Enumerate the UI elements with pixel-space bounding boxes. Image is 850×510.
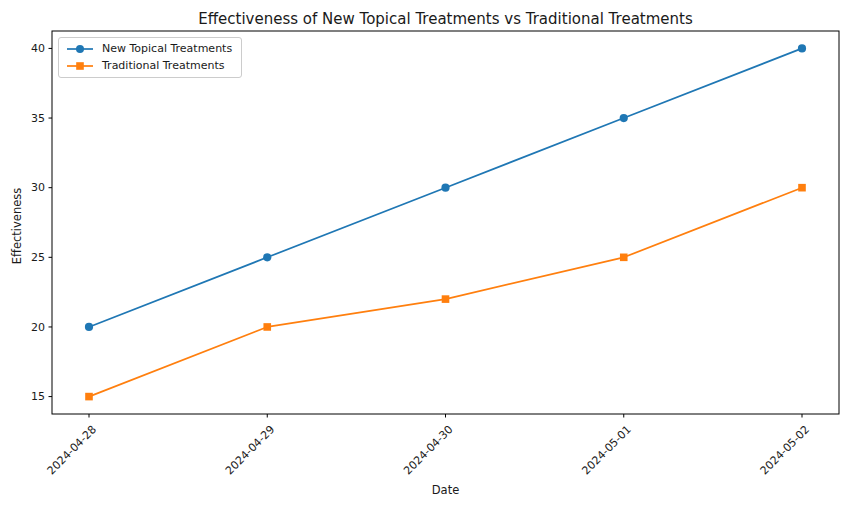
series-line <box>89 188 802 397</box>
axes-frame <box>52 31 839 414</box>
y-tick-label: 15 <box>31 390 45 403</box>
x-tick-label: 2024-04-28 <box>45 423 99 477</box>
y-tick-label: 20 <box>31 321 45 334</box>
data-point-marker <box>85 393 93 401</box>
legend-label: New Topical Treatments <box>102 42 232 56</box>
y-tick-label: 25 <box>31 251 45 264</box>
x-tick-label: 2024-04-30 <box>401 423 455 477</box>
data-point-marker <box>442 295 450 303</box>
data-point-marker <box>620 114 628 122</box>
x-tick-label: 2024-05-02 <box>758 423 812 477</box>
x-tick-label: 2024-05-01 <box>579 423 633 477</box>
y-tick-label: 35 <box>31 112 45 125</box>
legend-item-traditional: Traditional Treatments <box>66 59 232 73</box>
y-tick-label: 30 <box>31 181 45 194</box>
chart-figure: Effectiveness of New Topical Treatments … <box>0 0 850 510</box>
data-point-marker <box>85 323 93 331</box>
data-point-marker <box>263 323 271 331</box>
data-point-marker <box>441 184 449 192</box>
data-point-marker <box>798 44 806 52</box>
line-circle-marker-icon <box>66 43 94 55</box>
line-square-marker-icon <box>66 60 94 72</box>
x-tick-label: 2024-04-29 <box>223 423 277 477</box>
legend-label: Traditional Treatments <box>102 59 224 73</box>
data-point-marker <box>620 254 628 262</box>
data-point-marker <box>798 184 806 192</box>
data-point-marker <box>263 253 271 261</box>
legend: New Topical Treatments Traditional Treat… <box>58 37 242 78</box>
legend-item-new-topical: New Topical Treatments <box>66 42 232 56</box>
y-tick-label: 40 <box>31 42 45 55</box>
